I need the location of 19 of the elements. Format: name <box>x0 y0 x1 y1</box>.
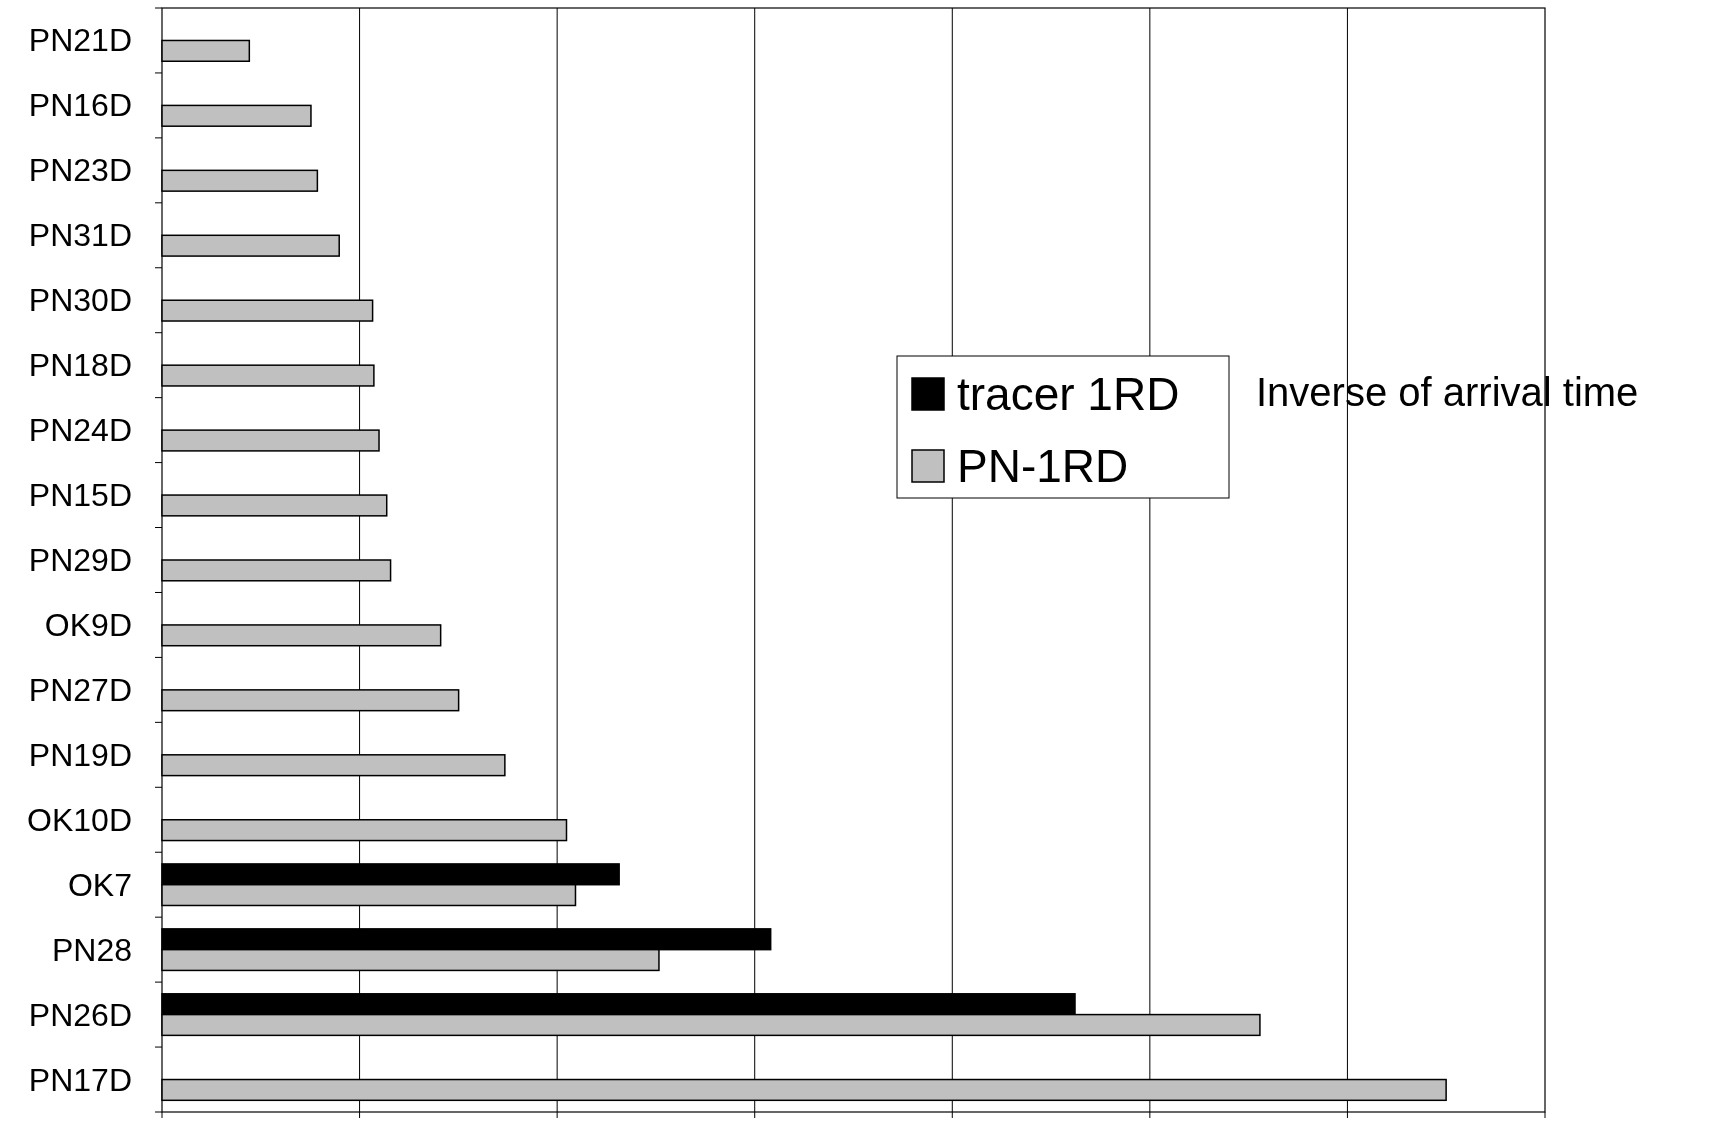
y-tick-label: PN26D <box>28 996 132 1033</box>
y-tick-label: PN29D <box>28 542 132 578</box>
y-tick-label: PN28 <box>51 931 132 968</box>
y-tick-label: PN21D <box>28 22 132 59</box>
y-tick-label: PN15D <box>28 477 132 514</box>
y-tick-label: OK9D <box>44 606 132 643</box>
y-tick-label: OK10D <box>27 801 132 838</box>
y-tick-label: PN18D <box>28 347 132 384</box>
y-tick-label: PN27D <box>28 671 132 708</box>
y-tick-label: PN31D <box>28 217 132 254</box>
y-tick-label: PN16D <box>28 87 132 124</box>
y-tick-label: PN19D <box>28 736 132 773</box>
legend-label: PN-1RD <box>957 440 1129 492</box>
y-tick-label: OK7 <box>67 866 132 903</box>
y-tick-label: PN17D <box>28 1061 132 1098</box>
y-tick-label: PN23D <box>28 152 132 189</box>
legend-label: tracer 1RD <box>957 368 1180 420</box>
y-tick-label: PN24D <box>28 412 132 449</box>
y-tick-label: PN30D <box>28 282 132 319</box>
